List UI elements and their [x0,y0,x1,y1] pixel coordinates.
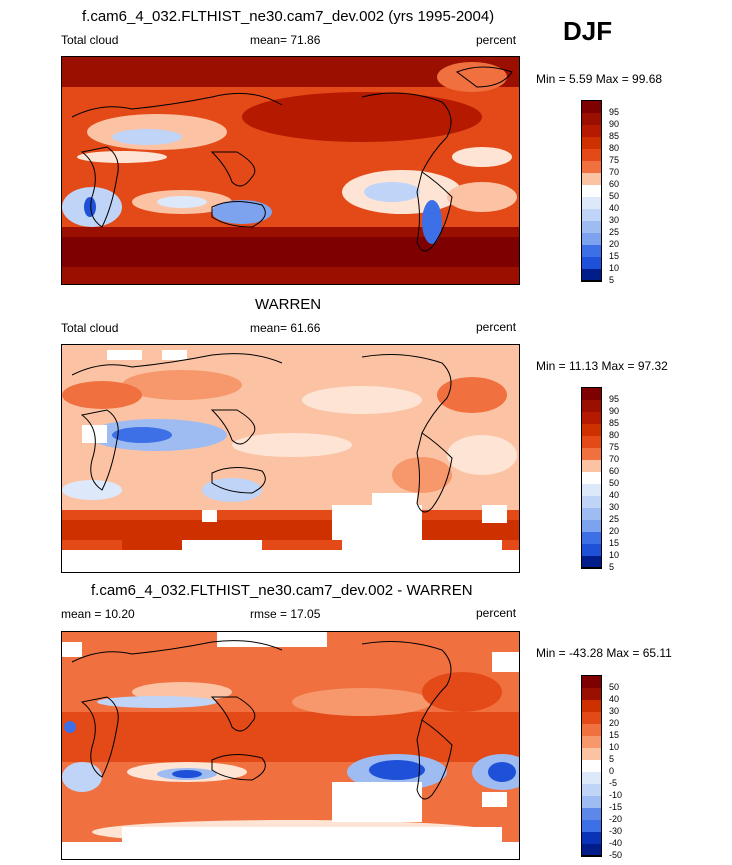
colorbar-label: 15 [609,538,620,548]
colorbar-label: 80 [609,430,620,440]
colorbar-swatch [582,844,601,856]
panel-1-min-max-label: Min = 5.59 Max = 99.68 [536,72,663,86]
colorbar-label: 25 [609,227,620,237]
colorbar-label: 50 [609,191,620,201]
colorbar-label: 15 [609,730,620,740]
panel-1-mean-label: mean= 71.86 [250,33,321,47]
colorbar-label: 70 [609,167,620,177]
colorbar-label: 90 [609,406,620,416]
colorbar-label: -40 [609,838,623,848]
colorbar-label: 5 [609,562,615,572]
colorbar-label: 75 [609,155,620,165]
colorbar-label: 10 [609,550,620,560]
panel-3-mean-label: mean = 10.20 [61,607,135,621]
panel-3-rmse-label: rmse = 17.05 [250,607,321,621]
colorbar-label: 15 [609,251,620,261]
panel-2-colorbar [581,387,602,569]
panel-2-min-max-label: Min = 11.13 Max = 97.32 [536,359,668,373]
colorbar-label: 85 [609,418,620,428]
colorbar-label: 10 [609,742,620,752]
colorbar-label: -10 [609,790,623,800]
colorbar-swatch [582,269,601,281]
panel-2-mean-label: mean= 61.66 [250,321,321,335]
panel-3-title: f.cam6_4_032.FLTHIST_ne30.cam7_dev.002 -… [91,582,473,599]
colorbar-label: 50 [609,682,620,692]
panel-1-variable-label: Total cloud [61,33,119,47]
panel-3-colorbar [581,675,602,857]
colorbar-label: 75 [609,442,620,452]
colorbar-label: 70 [609,454,620,464]
colorbar-label: 5 [609,754,615,764]
colorbar-label: 60 [609,466,620,476]
colorbar-label: 95 [609,107,620,117]
colorbar-label: 10 [609,263,620,273]
colorbar-label: 30 [609,706,620,716]
colorbar-label: 30 [609,502,620,512]
colorbar-label: -50 [609,850,623,860]
panel-2-title: WARREN [255,296,322,313]
panel-2-map [61,344,520,573]
colorbar-label: 80 [609,143,620,153]
panel-1-title: f.cam6_4_032.FLTHIST_ne30.cam7_dev.002 (… [82,8,495,25]
colorbar-label: 40 [609,203,620,213]
panel-3-units-label: percent [476,606,517,620]
colorbar-swatch [582,556,601,568]
colorbar-label: 0 [609,766,615,776]
panel-2-variable-label: Total cloud [61,321,119,335]
panel-1-map [61,56,520,285]
colorbar-label: 20 [609,526,620,536]
panel-2-units-label: percent [476,320,517,334]
colorbar-label: 95 [609,394,620,404]
colorbar-label: 5 [609,275,615,285]
colorbar-label: 50 [609,478,620,488]
colorbar-label: 90 [609,119,620,129]
colorbar-label: 40 [609,694,620,704]
season-label: DJF [563,16,613,46]
panel-3-map [61,631,520,860]
colorbar-label: 30 [609,215,620,225]
colorbar-label: -15 [609,802,623,812]
colorbar-label: -20 [609,814,623,824]
panel-3-min-max-label: Min = -43.28 Max = 65.11 [536,646,672,660]
colorbar-label: 85 [609,131,620,141]
colorbar-label: -30 [609,826,623,836]
colorbar-label: 60 [609,179,620,189]
colorbar-label: -5 [609,778,618,788]
colorbar-label: 20 [609,718,620,728]
colorbar-label: 25 [609,514,620,524]
panel-1-colorbar [581,100,602,282]
colorbar-label: 40 [609,490,620,500]
colorbar-label: 20 [609,239,620,249]
panel-1-units-label: percent [476,33,517,47]
